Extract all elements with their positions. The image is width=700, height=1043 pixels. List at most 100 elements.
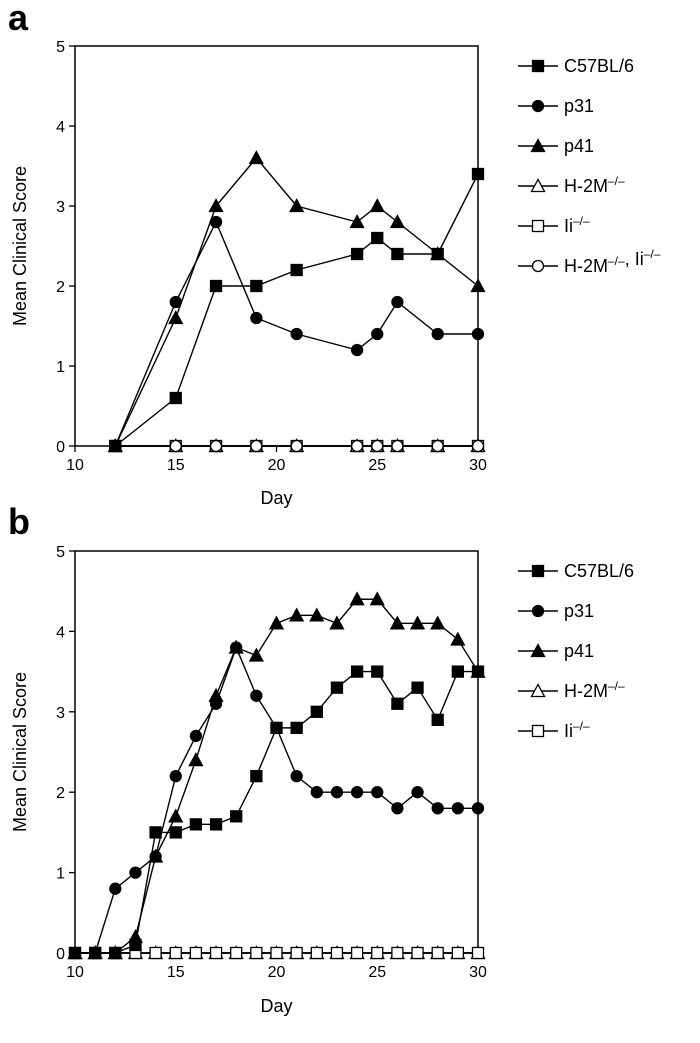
data-point (67, 945, 83, 960)
legend-label: Ii–/– (564, 719, 590, 741)
data-point (371, 327, 384, 341)
legend-marker (531, 219, 545, 233)
series-line (75, 670, 478, 954)
data-point (350, 343, 364, 357)
legend-label: p31 (564, 601, 594, 621)
data-point (310, 946, 323, 960)
x-tick-label: 10 (66, 457, 84, 474)
data-point (411, 681, 424, 694)
data-point (411, 946, 424, 960)
data-point (389, 214, 405, 229)
data-point (169, 946, 182, 960)
data-point (329, 615, 345, 630)
x-axis-title: Day (260, 488, 292, 508)
y-tick-label: 2 (56, 279, 65, 296)
legend-item: H-2M–/–, Ii–/– (518, 247, 661, 276)
data-point (290, 721, 303, 735)
legend-label: H-2M–/– (564, 679, 625, 701)
x-tick-label: 25 (368, 457, 386, 474)
data-point (371, 946, 384, 960)
data-point (87, 945, 103, 960)
series-line (114, 156, 479, 447)
legend-marker (530, 138, 546, 153)
x-tick-label: 10 (66, 964, 84, 981)
data-point (209, 946, 223, 960)
data-point (290, 439, 303, 453)
legend-item: H-2M–/– (518, 174, 625, 196)
data-point (169, 439, 182, 453)
y-tick-label: 0 (56, 439, 65, 456)
data-point (189, 729, 203, 743)
data-point (409, 615, 426, 630)
data-point (330, 946, 344, 960)
legend-item: p31 (518, 601, 594, 621)
data-point (208, 687, 224, 702)
y-tick-label: 0 (56, 946, 65, 963)
data-point (230, 810, 243, 823)
data-point (470, 278, 486, 293)
data-point (149, 946, 162, 960)
data-point (189, 946, 203, 960)
data-point (389, 615, 405, 630)
data-point (471, 439, 485, 453)
legend-item: p31 (518, 96, 594, 116)
series-2 (67, 591, 486, 960)
data-point (209, 439, 223, 453)
data-point (371, 665, 384, 678)
data-point (369, 591, 385, 606)
data-point (188, 752, 204, 767)
data-point (268, 615, 285, 630)
series-0 (68, 665, 485, 960)
legend-item: H-2M–/– (518, 679, 625, 701)
data-point (250, 439, 263, 453)
data-point (290, 769, 303, 783)
data-point (310, 786, 323, 799)
data-point (371, 439, 384, 453)
data-point (127, 929, 144, 944)
legend-marker (531, 259, 545, 273)
legend-marker (531, 604, 545, 618)
data-point (430, 615, 446, 630)
legend-label: p31 (564, 96, 594, 116)
data-point (371, 786, 384, 799)
legend-item: C57BL/6 (518, 56, 634, 76)
x-tick-label: 20 (268, 964, 286, 981)
y-tick-label: 1 (56, 359, 65, 376)
data-point (451, 946, 465, 960)
legend-label: H-2M–/– (564, 174, 625, 196)
plot-frame (74, 550, 479, 954)
data-point (391, 802, 404, 815)
legend-label: p41 (564, 136, 594, 156)
data-point (168, 310, 184, 325)
legend-item: p41 (518, 136, 594, 156)
y-tick-label: 1 (56, 866, 65, 883)
legend-item: Ii–/– (518, 719, 590, 741)
data-point (430, 246, 446, 261)
data-point (310, 705, 323, 718)
legend-marker (531, 724, 545, 738)
x-axis-title: Day (260, 996, 292, 1016)
legend-label: H-2M–/–, Ii–/– (564, 247, 661, 276)
data-point (109, 882, 122, 895)
data-point (290, 946, 303, 960)
panel-a: a 10 15 20 25 30 0 1 2 3 4 5 Day Mean Clinical Score C… (8, 0, 661, 508)
data-point (270, 721, 283, 735)
y-tick-label: 5 (56, 544, 65, 561)
legend-item: Ii–/– (518, 214, 590, 236)
data-point (411, 786, 424, 799)
data-point (250, 689, 263, 702)
data-point (470, 663, 486, 678)
x-tick-label: 20 (268, 457, 286, 474)
data-point (107, 438, 123, 453)
data-point (350, 665, 364, 678)
data-point (450, 631, 466, 646)
data-point (431, 327, 444, 341)
data-point (149, 826, 162, 839)
data-point (209, 279, 223, 293)
data-point (391, 247, 404, 261)
data-point (169, 769, 182, 783)
data-point (330, 786, 344, 799)
data-point (451, 665, 465, 678)
legend-marker (531, 564, 545, 578)
data-point (350, 786, 364, 799)
